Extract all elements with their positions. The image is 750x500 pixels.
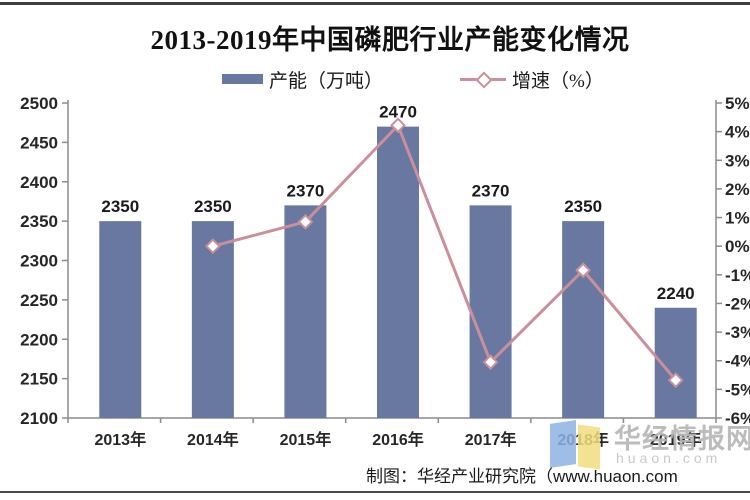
bar-2015年 [284,205,327,418]
x-label-2019年: 2019年 [650,430,702,449]
x-label-2015年: 2015年 [280,430,332,449]
left-tick-label: 2250 [20,291,58,310]
left-tick-label: 2150 [20,370,58,389]
bar-value-label: 2350 [101,197,139,216]
left-tick-label: 2200 [20,330,58,349]
right-tick-label: 5% [725,94,750,113]
right-tick-label: 4% [725,123,750,142]
diamond-marker-icon [297,213,314,230]
x-label-2013年: 2013年 [94,430,146,449]
diamond-marker-icon [575,262,592,279]
left-tick-label: 2300 [20,252,58,271]
logo-blue-shape [550,420,576,468]
legend-label-capacity: 产能（万吨） [269,70,384,92]
bar-value-label: 2240 [657,284,695,303]
legend-label-growth: 增速（%） [512,70,604,92]
line-swatch-icon [460,71,506,89]
x-label-2016年: 2016年 [372,430,424,449]
right-tick-label: -2% [725,294,750,313]
bar-value-label: 2350 [194,197,232,216]
legend-item-growth: 增速（%） [460,68,604,92]
bar-value-label: 2370 [472,181,510,200]
left-tick-label: 2350 [20,212,58,231]
right-tick-label: -1% [725,266,750,285]
diamond-marker-icon [204,238,221,255]
diamond-marker-icon [482,354,499,371]
bar-2018年 [562,221,605,418]
watermark-brand: 华经情报网 [614,424,750,454]
top-border-line [0,2,750,5]
diamond-marker-icon [390,117,406,134]
bar-swatch-icon [222,74,263,84]
chart-title: 2013-2019年中国磷肥行业产能变化情况 [150,25,630,55]
diamond-marker-icon [667,372,684,389]
legend-item-capacity: 产能（万吨） [222,68,384,92]
right-tick-label: 2% [725,180,750,199]
right-tick-label: 3% [725,151,750,170]
left-tick-label: 2450 [20,133,58,152]
watermark-domain: huaon.com [616,450,722,466]
bar-value-label: 2350 [564,197,602,216]
right-tick-label: -6% [725,409,750,428]
bar-2016年 [377,126,419,418]
x-label-2014年: 2014年 [187,430,239,449]
right-tick-label: -4% [725,352,750,371]
bar-value-label: 2370 [287,181,325,200]
right-tick-label: -3% [725,323,750,342]
bar-value-label: 2470 [379,103,417,122]
attribution-text: 制图：华经产业研究院（www.huaon.com [366,467,678,486]
bar-2013年 [99,221,142,418]
bar-2017年 [469,205,512,418]
bottom-border-line [0,491,750,493]
growth-line [212,122,677,382]
x-label-2017年: 2017年 [465,430,517,449]
left-tick-label: 2500 [20,94,58,113]
right-tick-label: 1% [725,209,750,228]
right-tick-label: -5% [725,380,750,399]
left-tick-label: 2100 [20,409,58,428]
left-tick-label: 2400 [20,173,58,192]
right-tick-label: 0% [725,237,750,256]
